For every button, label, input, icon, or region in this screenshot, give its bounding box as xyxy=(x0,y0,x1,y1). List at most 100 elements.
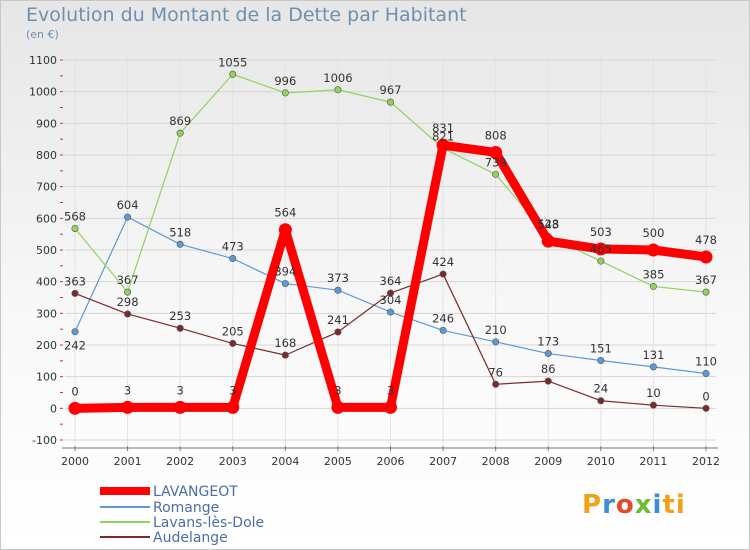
data-point xyxy=(71,328,79,336)
data-label: 3 xyxy=(387,383,394,397)
data-label: 996 xyxy=(274,74,296,88)
legend-label: LAVANGEOT xyxy=(153,484,238,500)
data-point xyxy=(176,129,184,137)
data-label: 1006 xyxy=(323,71,352,85)
legend-label: Audelange xyxy=(153,530,228,546)
data-point xyxy=(436,138,450,152)
x-tick-label: 2003 xyxy=(219,455,247,468)
x-tick-label: 2004 xyxy=(271,455,299,468)
x-tick-label: 2008 xyxy=(482,455,510,468)
data-label: 367 xyxy=(117,273,139,287)
data-label: 367 xyxy=(695,273,717,287)
data-label: 10 xyxy=(646,386,661,400)
y-tick-label: 900 xyxy=(36,117,57,130)
data-point xyxy=(649,363,657,371)
data-label: 821 xyxy=(432,129,454,143)
data-label: 3 xyxy=(177,383,184,397)
y-tick-label: 100 xyxy=(36,371,57,384)
data-label: 76 xyxy=(488,365,503,379)
data-point xyxy=(331,400,345,414)
data-label: 831 xyxy=(432,121,454,135)
data-label: 500 xyxy=(642,226,664,240)
data-label: 967 xyxy=(380,83,402,97)
data-point xyxy=(281,89,289,97)
data-label: 0 xyxy=(71,384,78,398)
legend-label: Romange xyxy=(153,500,219,516)
data-label: 543 xyxy=(537,217,559,231)
data-point xyxy=(541,234,555,248)
data-label: 168 xyxy=(274,336,296,350)
data-point xyxy=(702,404,710,412)
data-point xyxy=(439,326,447,334)
chart-title: Evolution du Montant de la Dette par Hab… xyxy=(26,4,467,26)
data-label: 253 xyxy=(169,309,191,323)
x-tick-label: 2010 xyxy=(587,455,615,468)
data-point xyxy=(699,250,713,264)
data-point xyxy=(594,242,608,256)
data-label: 394 xyxy=(274,265,296,279)
data-point xyxy=(646,243,660,257)
data-point xyxy=(281,280,289,288)
data-point xyxy=(124,310,132,318)
data-label: 304 xyxy=(380,293,402,307)
data-point xyxy=(229,339,237,347)
data-label: 24 xyxy=(594,382,609,396)
data-point xyxy=(121,400,135,414)
data-label: 363 xyxy=(64,274,86,288)
data-label: 173 xyxy=(537,335,559,349)
data-label: 242 xyxy=(64,339,86,353)
data-label: 739 xyxy=(485,155,507,169)
data-point xyxy=(649,282,657,290)
data-label: 518 xyxy=(169,225,191,239)
x-tick-label: 2006 xyxy=(377,455,405,468)
data-point xyxy=(386,98,394,106)
data-point xyxy=(229,255,237,263)
data-label: 110 xyxy=(695,355,717,369)
data-label: 568 xyxy=(64,209,86,223)
data-label: 473 xyxy=(222,240,244,254)
chart-subtitle: (en €) xyxy=(26,28,59,41)
data-point xyxy=(386,289,394,297)
data-label: 478 xyxy=(695,233,717,247)
x-tick-label: 2009 xyxy=(534,455,562,468)
data-point xyxy=(492,170,500,178)
x-tick-label: 2011 xyxy=(639,455,667,468)
x-tick-label: 2007 xyxy=(429,455,457,468)
y-tick-label: 500 xyxy=(36,244,57,257)
data-point xyxy=(649,401,657,409)
data-label: 465 xyxy=(590,242,612,256)
data-label: 151 xyxy=(590,342,612,356)
data-point xyxy=(597,257,605,265)
data-point xyxy=(702,369,710,377)
y-tick-label: -100 xyxy=(32,434,57,447)
data-point xyxy=(386,308,394,316)
data-point xyxy=(597,357,605,365)
data-label: 564 xyxy=(274,206,296,220)
data-label: 869 xyxy=(169,114,191,128)
x-tick-label: 2012 xyxy=(692,455,720,468)
data-label: 205 xyxy=(222,324,244,338)
data-label: 3 xyxy=(334,383,341,397)
data-label: 241 xyxy=(327,313,349,327)
data-point xyxy=(124,288,132,296)
data-point xyxy=(334,86,342,94)
y-tick-label: 600 xyxy=(36,212,57,225)
data-point xyxy=(68,401,82,415)
data-label: 373 xyxy=(327,271,349,285)
data-point xyxy=(544,350,552,358)
data-label: 86 xyxy=(541,362,556,376)
data-label: 528 xyxy=(537,217,559,231)
data-point xyxy=(439,270,447,278)
data-point xyxy=(384,400,397,414)
proxiti-logo: Proxiti xyxy=(582,490,686,520)
data-point xyxy=(173,400,187,414)
x-tick-label: 2002 xyxy=(166,455,194,468)
data-point xyxy=(229,70,237,78)
data-label: 385 xyxy=(642,267,664,281)
data-label: 246 xyxy=(432,311,454,325)
x-tick-label: 2000 xyxy=(61,455,89,468)
data-point xyxy=(492,380,500,388)
legend-label: Lavans-lès-Dole xyxy=(153,515,264,531)
data-point xyxy=(226,400,240,414)
